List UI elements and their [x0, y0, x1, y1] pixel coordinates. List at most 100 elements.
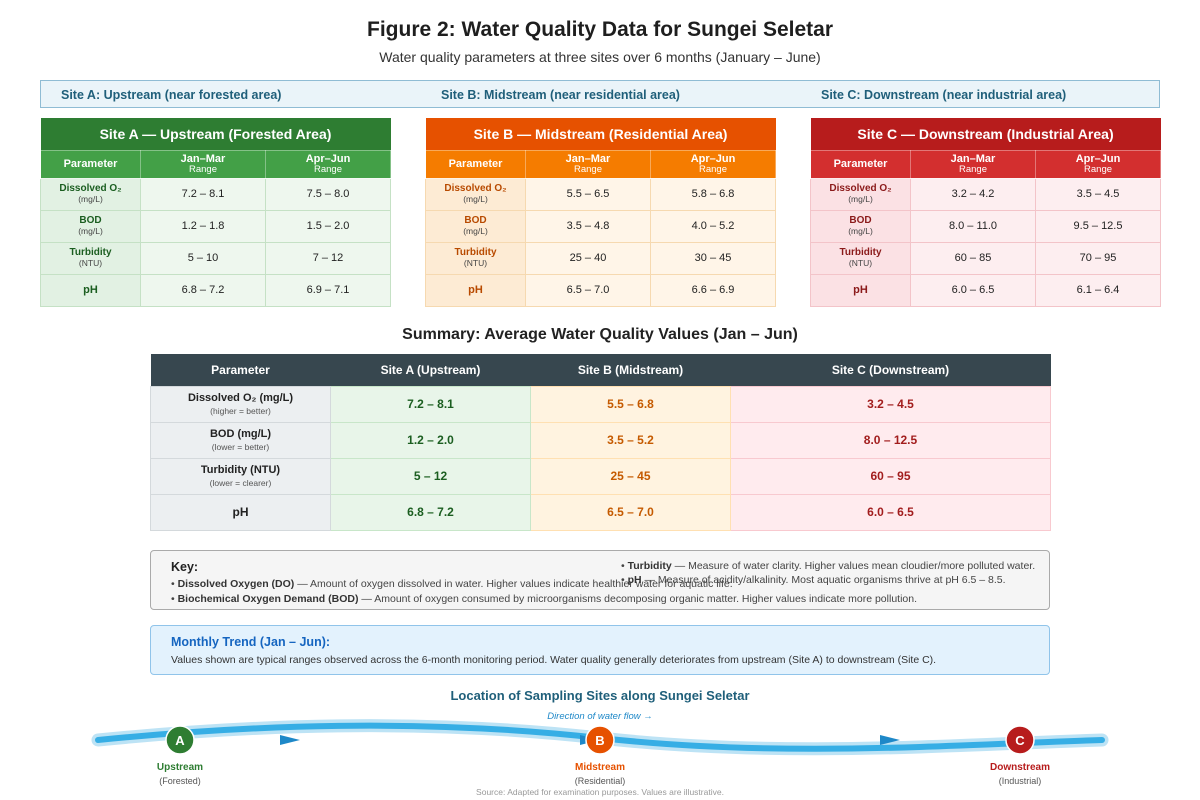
site-marker-b: B [585, 725, 615, 755]
key-box: Key: • Dissolved Oxygen (DO) — Amount of… [150, 550, 1050, 610]
value-cell: 5.5 – 6.5 [525, 177, 651, 211]
site-legend-c: Site C: Downstream (near industrial area… [821, 88, 1067, 102]
source-note: Source: Adapted for examination purposes… [476, 787, 724, 797]
table-row: Dissolved O₂ (mg/L) 5.5 – 6.5 5.8 – 6.8 [425, 177, 777, 211]
site-b-label: Midstream [574, 762, 625, 773]
key-item: • pH — Measure of acidity/alkalinity. Mo… [621, 574, 1006, 586]
param-cell: BOD (mg/L) [810, 209, 911, 243]
key-title: Key: [171, 560, 199, 574]
value-cell: 5.8 – 6.8 [649, 177, 777, 211]
site-b-value: 5.5 – 6.8 [530, 385, 731, 423]
trend-title: Monthly Trend (Jan – Jun): [171, 635, 331, 649]
trend-text: Values shown are typical ranges observed… [171, 654, 937, 666]
table-row: pH 6.8 – 7.2 6.5 – 7.0 6.0 – 6.5 [150, 493, 1051, 531]
site-c-title: Site C — Downstream (Industrial Area) [810, 118, 1161, 150]
site-a-label: Upstream [156, 762, 204, 773]
key-item: • Biochemical Oxygen Demand (BOD) — Amou… [171, 593, 917, 605]
col-apr-jun: Apr–Jun Range [649, 149, 777, 179]
site-a-table: Site A — Upstream (Forested Area) Parame… [40, 118, 391, 307]
site-legend-a: Site A: Upstream (near forested area) [61, 88, 282, 102]
param-cell: pH [40, 273, 141, 307]
table-row: Turbidity (NTU) (lower = clearer) 5 – 12 … [150, 457, 1051, 495]
value-cell: 6.8 – 7.2 [140, 273, 266, 307]
value-cell: 6.9 – 7.1 [265, 273, 391, 307]
svg-text:A: A [175, 733, 185, 748]
param-cell: BOD (mg/L) [425, 209, 526, 243]
param-cell: Turbidity (NTU) [810, 241, 911, 275]
site-b-table: Site B — Midstream (Residential Area) Pa… [425, 118, 777, 307]
site-a-value: 5 – 12 [330, 457, 531, 495]
key-item: • Dissolved Oxygen (DO) — Amount of oxyg… [171, 578, 733, 590]
site-a-value: 7.2 – 8.1 [330, 385, 531, 423]
table-row: Dissolved O₂ (mg/L) 7.2 – 8.1 7.5 – 8.0 [40, 177, 391, 211]
site-b-sublabel: (Residential) [574, 776, 626, 786]
table-row: BOD (mg/L) 8.0 – 11.0 9.5 – 12.5 [810, 209, 1162, 243]
value-cell: 70 – 95 [1034, 241, 1162, 275]
table-row: Turbidity (NTU) 25 – 40 30 – 45 [425, 241, 777, 275]
site-marker-a: A [165, 725, 195, 755]
table-row: Dissolved O₂ (mg/L) 3.2 – 4.2 3.5 – 4.5 [810, 177, 1162, 211]
site-a-value: 6.8 – 7.2 [330, 493, 531, 531]
site-c-value: 6.0 – 6.5 [730, 493, 1051, 531]
flow-arrow-icon [880, 735, 900, 745]
site-b-value: 3.5 – 5.2 [530, 421, 731, 459]
value-cell: 30 – 45 [649, 241, 777, 275]
summary-col-parameter: Parameter [150, 354, 331, 386]
site-c-sublabel: (Industrial) [998, 776, 1042, 786]
table-row: BOD (mg/L) 3.5 – 4.8 4.0 – 5.2 [425, 209, 777, 243]
flow-direction-label: Direction of water flow → [547, 711, 653, 722]
table-row: Turbidity (NTU) 5 – 10 7 – 12 [40, 241, 391, 275]
flow-arrow-icon [280, 735, 300, 745]
page-subtitle: Water quality parameters at three sites … [379, 49, 821, 65]
site-legend-b: Site B: Midstream (near residential area… [441, 88, 680, 102]
site-c-value: 60 – 95 [730, 457, 1051, 495]
table-row: pH 6.5 – 7.0 6.6 – 6.9 [425, 273, 777, 307]
site-b-value: 6.5 – 7.0 [530, 493, 731, 531]
param-cell: pH [425, 273, 526, 307]
site-a-title: Site A — Upstream (Forested Area) [40, 118, 391, 150]
param-cell: Turbidity (NTU) (lower = clearer) [150, 457, 331, 495]
site-c-label: Downstream [989, 762, 1050, 773]
table-row: pH 6.0 – 6.5 6.1 – 6.4 [810, 273, 1162, 307]
value-cell: 3.5 – 4.8 [525, 209, 651, 243]
value-cell: 7.2 – 8.1 [140, 177, 266, 211]
site-marker-c: C [1005, 725, 1035, 755]
col-apr-jun: Apr–Jun Range [1034, 149, 1162, 179]
site-b-title: Site B — Midstream (Residential Area) [425, 118, 776, 150]
svg-text:C: C [1015, 733, 1025, 748]
table-row: Dissolved O₂ (mg/L) (higher = better) 7.2… [150, 385, 1051, 423]
summary-col-site-b: Site B (Midstream) [530, 354, 731, 386]
value-cell: 7 – 12 [265, 241, 391, 275]
value-cell: 6.6 – 6.9 [649, 273, 777, 307]
param-cell: pH [150, 493, 331, 531]
table-row: pH 6.8 – 7.2 6.9 – 7.1 [40, 273, 391, 307]
param-cell: Dissolved O₂ (mg/L) [40, 177, 141, 211]
param-cell: Dissolved O₂ (mg/L) [810, 177, 911, 211]
param-cell: BOD (mg/L) (lower = better) [150, 421, 331, 459]
site-a-sublabel: (Forested) [159, 776, 201, 786]
site-c-value: 8.0 – 12.5 [730, 421, 1051, 459]
map-title: Location of Sampling Sites along Sungei … [450, 688, 750, 703]
site-c-table: Site C — Downstream (Industrial Area) Pa… [810, 118, 1162, 307]
col-parameter: Parameter [40, 149, 141, 179]
table-row: BOD (mg/L) (lower = better) 1.2 – 2.0 3.5… [150, 421, 1051, 459]
svg-text:B: B [595, 733, 604, 748]
param-cell: Turbidity (NTU) [40, 241, 141, 275]
site-b-value: 25 – 45 [530, 457, 731, 495]
value-cell: 7.5 – 8.0 [265, 177, 391, 211]
table-row: BOD (mg/L) 1.2 – 1.8 1.5 – 2.0 [40, 209, 391, 243]
site-c-value: 3.2 – 4.5 [730, 385, 1051, 423]
summary-title: Summary: Average Water Quality Values (J… [402, 326, 798, 343]
col-parameter: Parameter [810, 149, 911, 179]
value-cell: 1.2 – 1.8 [140, 209, 266, 243]
col-apr-jun: Apr–Jun Range [265, 149, 391, 179]
monthly-trend-box: Monthly Trend (Jan – Jun): Values shown … [150, 625, 1050, 675]
summary-col-site-a: Site A (Upstream) [330, 354, 531, 386]
param-cell: pH [810, 273, 911, 307]
site-legend-bar: Site A: Upstream (near forested area) Si… [40, 80, 1160, 108]
value-cell: 6.0 – 6.5 [910, 273, 1036, 307]
param-cell: Dissolved O₂ (mg/L) [425, 177, 526, 211]
value-cell: 8.0 – 11.0 [910, 209, 1036, 243]
site-a-value: 1.2 – 2.0 [330, 421, 531, 459]
